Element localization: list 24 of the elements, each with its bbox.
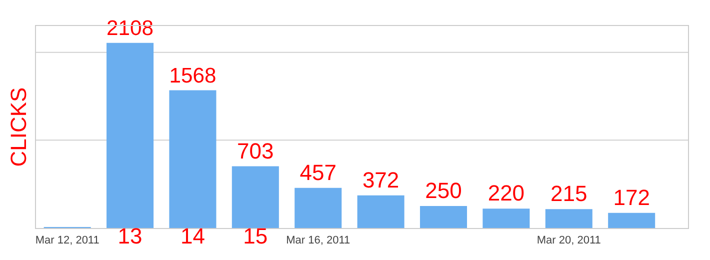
x-tick-label: Mar 12, 2011	[35, 234, 100, 246]
x-tick-label: 14	[180, 223, 205, 248]
x-tick-label: 13	[118, 223, 142, 248]
data-label: 1568	[169, 64, 216, 88]
data-label: 457	[300, 160, 336, 185]
x-tick-label: Mar 16, 2011	[286, 234, 350, 246]
data-label: 172	[613, 184, 650, 210]
y-axis-title: CLICKS	[6, 87, 31, 167]
bar	[357, 195, 404, 228]
data-label: 220	[488, 180, 525, 206]
bar	[106, 42, 154, 228]
x-tick-label: 15	[243, 223, 268, 248]
bar	[232, 166, 279, 228]
bar	[608, 212, 656, 228]
bar	[482, 208, 530, 228]
data-label: 215	[550, 181, 588, 206]
x-tick-label: Mar 20, 2011	[536, 234, 601, 246]
bar	[294, 188, 342, 228]
bar	[420, 206, 468, 228]
bar	[545, 209, 592, 228]
bar	[169, 90, 216, 228]
data-label: 703	[237, 138, 274, 164]
data-label: 250	[425, 178, 462, 204]
data-label: 372	[362, 167, 400, 192]
